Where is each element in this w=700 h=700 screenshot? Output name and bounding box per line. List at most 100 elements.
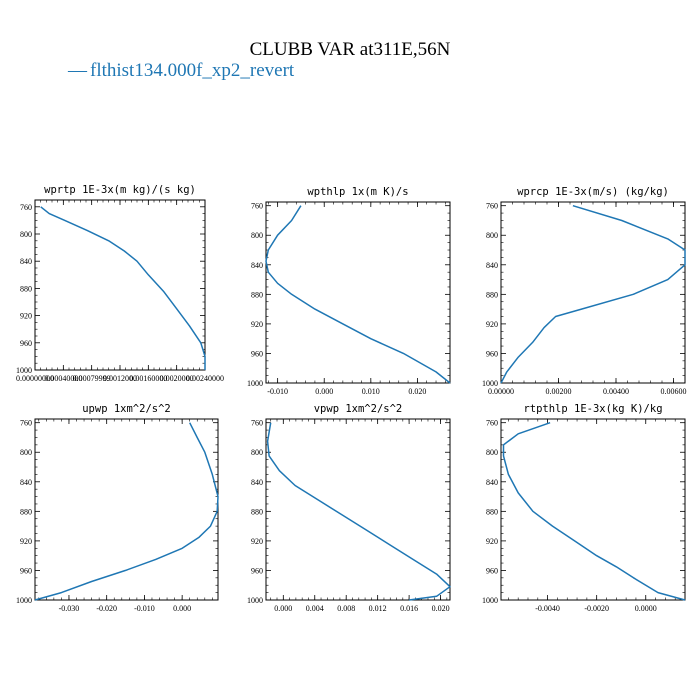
x-tick-label: -0.0020: [584, 604, 609, 613]
panel-title: upwp 1xm^2/s^2: [82, 403, 171, 415]
y-tick-label: 1000: [247, 379, 263, 388]
y-tick-label: 760: [251, 202, 263, 211]
series-line: [40, 206, 206, 370]
x-tick-label: 0.0020000: [160, 374, 194, 383]
x-tick-label: 0.00160000: [129, 374, 167, 383]
panel-title: wprcp 1E-3x(m/s) (kg/kg): [517, 186, 669, 198]
series-line: [266, 422, 451, 601]
panel-2: wpthlp 1x(m K)/s 760 800 840 880 920 960 1000 -0…: [247, 186, 451, 396]
y-tick-label: 1000: [16, 596, 32, 605]
series-line: [500, 204, 686, 384]
y-tick-label: 880: [486, 290, 498, 299]
panel-1: wprtp 1E-3x(m kg)/(s kg) 760 800 840 880 920 9…: [16, 184, 224, 383]
y-tick-label: 760: [20, 203, 32, 212]
y-tick-label: 760: [486, 419, 498, 428]
x-tick-label: 0.00240000: [186, 374, 224, 383]
panels: wprtp 1E-3x(m kg)/(s kg) 760 800 840 880 920 9…: [16, 184, 687, 613]
panel-title: rtpthlp 1E-3x(kg K)/kg: [523, 403, 662, 415]
x-tick-label: -0.010: [134, 604, 155, 613]
y-tick-label: 920: [486, 320, 498, 329]
x-tick-label: 0.00000000: [16, 374, 54, 383]
panel-title: vpwp 1xm^2/s^2: [314, 403, 403, 415]
x-tick-label: 0.004: [306, 604, 324, 613]
x-tick-label: 0.020: [408, 387, 426, 396]
y-tick-label: 800: [251, 448, 263, 457]
x-tick-label: 0.00000: [488, 387, 514, 396]
plot-frame: [500, 418, 686, 601]
x-tick-label: -0.020: [96, 604, 117, 613]
x-tick-label: 0.00079999: [73, 374, 111, 383]
y-tick-label: 840: [20, 257, 32, 266]
y-tick-label: 960: [20, 566, 32, 575]
series-line: [502, 421, 686, 601]
y-tick-label: 880: [486, 507, 498, 516]
x-tick-label: 0.0012000: [103, 374, 137, 383]
panel-4: upwp 1xm^2/s^2 760 800 840 880 920 960 1000 -0.0…: [16, 403, 219, 613]
x-tick-label: 0.000: [173, 604, 191, 613]
y-tick-label: 880: [251, 290, 263, 299]
y-tick-label: 760: [251, 419, 263, 428]
panel-title: wprtp 1E-3x(m kg)/(s kg): [44, 184, 196, 196]
y-tick-label: 840: [20, 478, 32, 487]
y-tick-label: 1000: [482, 596, 498, 605]
x-tick-label: 0.00600: [661, 387, 687, 396]
y-tick-label: 960: [251, 349, 263, 358]
x-tick-label: 0.00400: [603, 387, 629, 396]
y-tick-label: 920: [20, 312, 32, 321]
y-tick-label: 880: [20, 507, 32, 516]
x-tick-label: 0.008: [337, 604, 355, 613]
x-tick-label: 0.012: [369, 604, 387, 613]
panel-title: wpthlp 1x(m K)/s: [307, 186, 408, 198]
plot-frame: [265, 418, 451, 601]
x-tick-label: 0.000: [274, 604, 292, 613]
y-tick-label: 840: [251, 478, 263, 487]
y-tick-label: 920: [251, 320, 263, 329]
y-tick-label: 760: [486, 202, 498, 211]
y-tick-label: 800: [20, 448, 32, 457]
x-tick-label: 0.0000: [635, 604, 657, 613]
plot-frame: [265, 201, 451, 384]
y-tick-label: 1000: [482, 379, 498, 388]
x-tick-label: 0.010: [362, 387, 380, 396]
x-tick-label: 0.020: [432, 604, 450, 613]
x-tick-label: -0.0040: [535, 604, 560, 613]
plot-frame: [34, 199, 206, 371]
y-tick-label: 920: [251, 537, 263, 546]
y-tick-label: 1000: [247, 596, 263, 605]
y-tick-label: 800: [486, 231, 498, 240]
y-tick-label: 960: [486, 566, 498, 575]
y-tick-label: 840: [251, 261, 263, 270]
y-tick-label: 800: [251, 231, 263, 240]
series-line: [265, 205, 451, 384]
panel-6: rtpthlp 1E-3x(kg K)/kg 760 800 840 880 920 960…: [482, 403, 686, 613]
y-tick-label: 920: [20, 537, 32, 546]
x-tick-label: -0.010: [267, 387, 288, 396]
x-tick-label: 0.00200: [546, 387, 572, 396]
plot-frame: [34, 418, 219, 601]
y-tick-label: 800: [486, 448, 498, 457]
plot-frame: [500, 201, 686, 384]
y-tick-label: 840: [486, 261, 498, 270]
y-tick-label: 960: [20, 339, 32, 348]
x-tick-label: -0.030: [59, 604, 80, 613]
y-tick-label: 760: [20, 419, 32, 428]
y-tick-label: 880: [251, 507, 263, 516]
legend: — flthist134.000f_xp2_revert: [67, 60, 295, 81]
series-line: [34, 422, 219, 601]
y-tick-label: 800: [20, 230, 32, 239]
y-tick-label: 1000: [16, 366, 32, 375]
x-tick-label: 0.016: [400, 604, 418, 613]
legend-label: flthist134.000f_xp2_revert: [90, 60, 295, 81]
y-tick-label: 960: [486, 349, 498, 358]
y-tick-label: 960: [251, 566, 263, 575]
legend-marker: —: [67, 60, 88, 81]
y-tick-label: 840: [486, 478, 498, 487]
y-tick-label: 880: [20, 284, 32, 293]
x-tick-label: 0.00040000: [44, 374, 82, 383]
figure-title: CLUBB VAR at311E,56N: [250, 39, 451, 60]
panel-5: vpwp 1xm^2/s^2 760 800 840 880 920 960 1000 0.00…: [247, 403, 451, 613]
panel-3: wprcp 1E-3x(m/s) (kg/kg) 760 800 840 880 920 9…: [482, 186, 687, 396]
y-tick-label: 920: [486, 537, 498, 546]
x-tick-label: 0.000: [315, 387, 333, 396]
